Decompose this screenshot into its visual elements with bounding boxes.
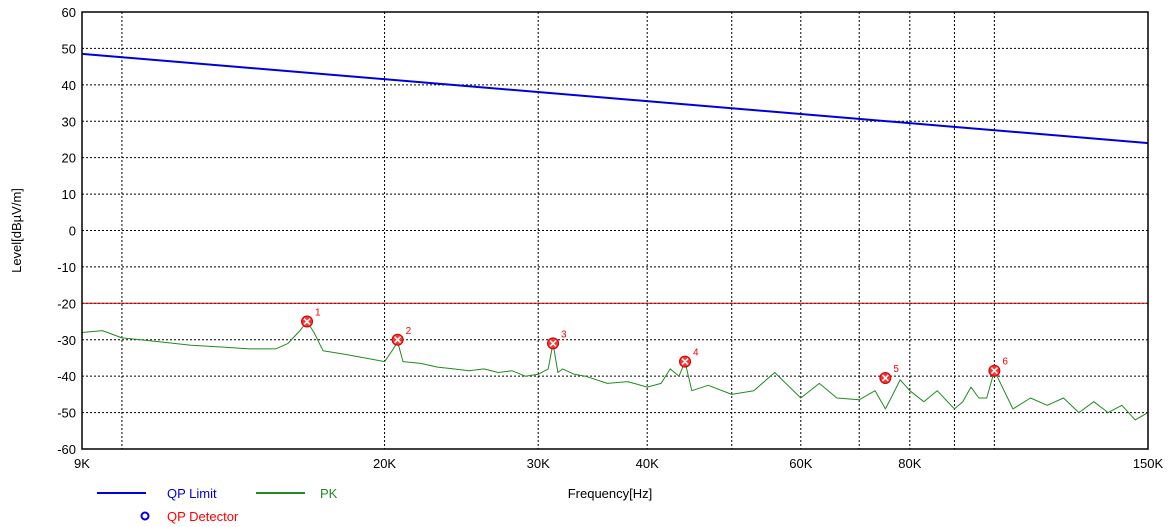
peak-marker-cross xyxy=(681,358,689,366)
y-tick-label: -50 xyxy=(57,406,76,421)
peak-marker: 6 xyxy=(988,357,1008,377)
peak-marker: 4 xyxy=(679,348,699,368)
y-tick-label: -10 xyxy=(57,260,76,275)
peak-marker-label: 3 xyxy=(561,329,567,340)
series-layer xyxy=(81,52,1149,421)
x-tick-labels: 9K 20K 30K 40K 60K 80K 150K xyxy=(74,456,1163,471)
y-tick-label: 20 xyxy=(62,151,76,166)
y-tick-labels: 60 50 40 30 20 10 0 -10 -20 -30 -40 -50 -60 xyxy=(57,5,76,457)
legend-swatch-qp-detector xyxy=(140,511,150,521)
y-tick-label: 50 xyxy=(62,41,76,56)
y-axis-label: Level[dBµV/m] xyxy=(9,188,24,273)
legend: QP Limit PK QP Detector xyxy=(97,486,338,524)
y-tick-label: -60 xyxy=(57,442,76,457)
peak-marker: 5 xyxy=(879,364,899,384)
peak-marker: 1 xyxy=(301,308,321,328)
peak-marker-cross xyxy=(549,339,557,347)
peak-marker-label: 6 xyxy=(1002,357,1008,368)
y-tick-label: 0 xyxy=(69,224,76,239)
x-tick-label: 60K xyxy=(789,456,812,471)
x-tick-label: 30K xyxy=(527,456,550,471)
peak-marker-cross xyxy=(881,374,889,382)
legend-label-pk: PK xyxy=(320,486,338,501)
peak-marker-label: 1 xyxy=(315,308,321,319)
x-tick-label: 20K xyxy=(373,456,396,471)
markers-layer: 1 2 3 4 5 6 xyxy=(301,308,1008,384)
y-tick-label: 40 xyxy=(62,78,76,93)
y-tick-label: 10 xyxy=(62,187,76,202)
x-tick-label: 9K xyxy=(74,456,90,471)
y-tick-label: 30 xyxy=(62,114,76,129)
y-tick-label: 60 xyxy=(62,5,76,20)
peak-marker-label: 5 xyxy=(893,364,899,375)
series-line-pk xyxy=(81,321,1149,421)
plot-frame xyxy=(81,11,1149,450)
y-tick-label: -30 xyxy=(57,333,76,348)
peak-marker: 2 xyxy=(391,326,412,346)
x-tick-label: 40K xyxy=(636,456,659,471)
peak-marker-cross xyxy=(990,367,998,375)
x-tick-label: 80K xyxy=(898,456,921,471)
peak-marker-cross xyxy=(303,317,311,326)
y-tick-label: -40 xyxy=(57,369,76,384)
x-tick-label: 150K xyxy=(1133,456,1164,471)
x-axis-label: Frequency[Hz] xyxy=(568,486,653,501)
y-tick-label: -20 xyxy=(57,296,76,311)
peak-marker-label: 4 xyxy=(693,348,699,359)
peak-marker: 3 xyxy=(547,329,567,350)
series-line-qp-limit xyxy=(81,52,1149,145)
legend-label-qp-limit: QP Limit xyxy=(167,486,217,501)
legend-label-qp-detector: QP Detector xyxy=(167,509,239,524)
peak-marker-cross xyxy=(394,336,402,344)
peak-marker-label: 2 xyxy=(406,326,412,337)
grid xyxy=(82,11,1148,450)
